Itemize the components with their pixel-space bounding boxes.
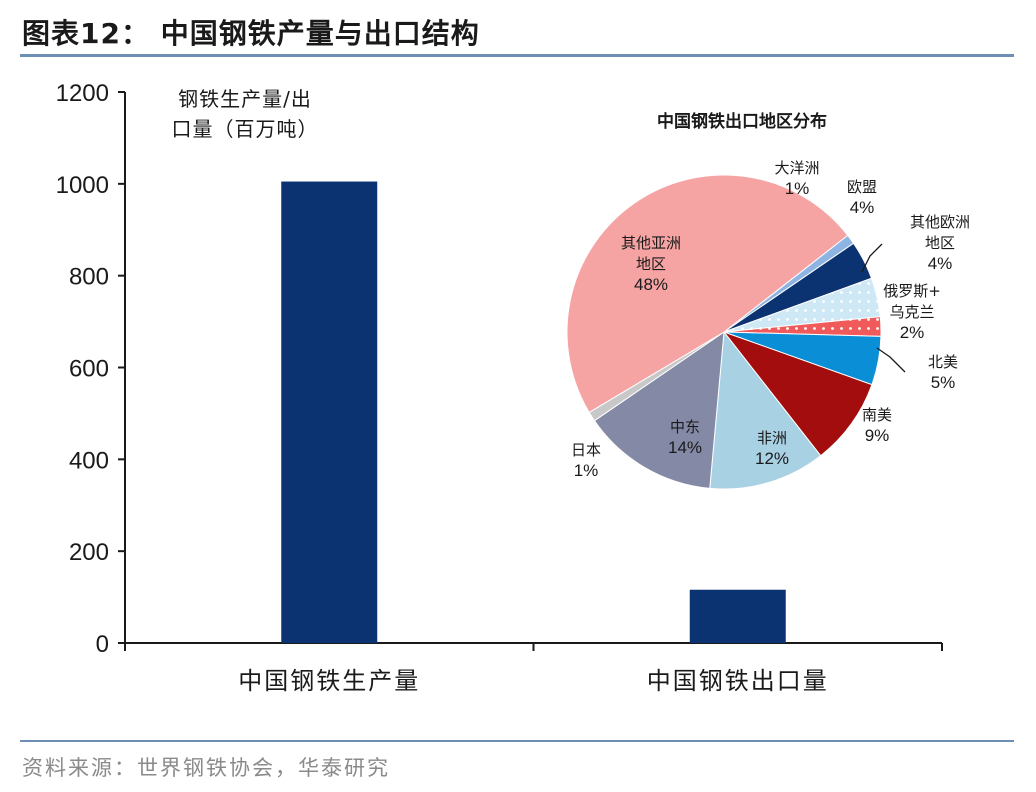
y-tick-label: 0 [96, 631, 109, 658]
pie-slice-label: 其他欧洲 [910, 213, 970, 231]
y-tick-label: 800 [69, 264, 109, 291]
footer-rule [20, 740, 1014, 742]
pie-leader-line [876, 347, 906, 373]
pie-slice-percent: 14% [668, 438, 702, 457]
pie-slice-label: 地区 [636, 255, 666, 273]
pie-slice-label: 日本 [571, 441, 601, 459]
bar-chart: 0 200 400 600 800 1000 1200 中国钢铁生产量 中国钢铁出口量 [56, 80, 943, 695]
y-tick-label: 1000 [56, 172, 109, 199]
pie-slice-percent: 4% [928, 254, 953, 273]
y-tick-label: 600 [69, 356, 109, 383]
y-tick-label: 200 [69, 539, 109, 566]
bar [689, 589, 786, 643]
title-rule [20, 54, 1014, 57]
pie-slice-percent: 12% [755, 449, 789, 468]
pie-slice-label: 乌克兰 [889, 303, 934, 321]
pie-slice [566, 174, 849, 414]
pie-slice-label: 非洲 [757, 429, 787, 447]
pie-slice-percent: 48% [634, 275, 668, 294]
bar [281, 181, 378, 643]
pie-slice-label: 中东 [670, 418, 700, 436]
pie-leader-line [861, 243, 883, 273]
y-tick-label: 1200 [56, 80, 109, 107]
pie-chart [566, 174, 882, 490]
pie-slice-percent: 1% [785, 179, 810, 198]
pie-slice-label: 其他亚洲 [621, 234, 681, 252]
pie-title: 中国钢铁出口地区分布 [657, 111, 827, 132]
pie-slice-percent: 1% [574, 461, 599, 480]
y-tick-label: 400 [69, 447, 109, 474]
pie-slice-percent: 4% [850, 198, 875, 217]
pie-slice-label: 俄罗斯+ [883, 282, 941, 300]
pie-slice-label: 欧盟 [847, 178, 877, 196]
source-note: 资料来源：世界钢铁协会，华泰研究 [22, 756, 390, 780]
x-category-label: 中国钢铁生产量 [238, 667, 420, 695]
y-axis-title-line-1: 钢铁生产量/出 [178, 87, 312, 111]
pie-slice [722, 330, 873, 457]
pie-slice [593, 330, 725, 489]
page-title: 图表12： 中国钢铁产量与出口结构 [22, 17, 480, 50]
pie-slice-percent: 9% [865, 426, 890, 445]
pie-slice-label: 北美 [928, 353, 958, 371]
pie-slice-percent: 2% [900, 323, 925, 342]
pie-slice [709, 330, 822, 490]
y-axis-title-line-2: 口量（百万吨） [172, 117, 319, 141]
pie-slice-label: 南美 [862, 406, 892, 424]
pie-slice-percent: 5% [931, 373, 956, 392]
pie-slice-label: 地区 [925, 234, 955, 252]
x-category-label: 中国钢铁出口量 [647, 667, 829, 695]
pie-slice-label: 大洋洲 [774, 159, 819, 177]
